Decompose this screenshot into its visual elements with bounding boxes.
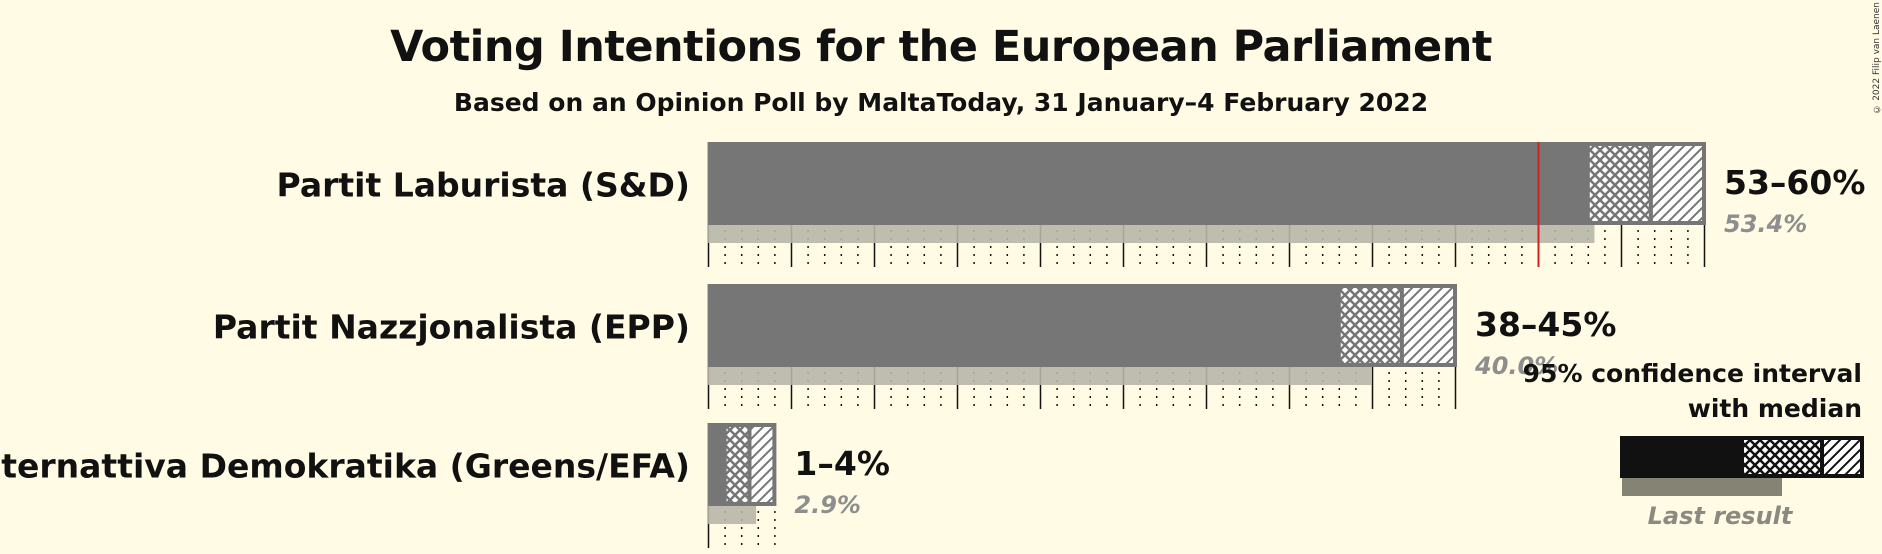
last-result-label: 2.9%	[794, 491, 861, 519]
ci-crosshatch-segment	[1585, 142, 1653, 225]
legend-hatch-swatch	[1820, 436, 1864, 478]
range-label: 1–4%	[794, 444, 890, 483]
last-result-label: 40.0%	[1474, 352, 1558, 380]
chart-title: Voting Intentions for the European Parli…	[390, 22, 1492, 72]
labels: Partit Laburista (S&D) 53–60% 53.4% Partit …	[0, 163, 1865, 519]
legend-solid-swatch	[1620, 436, 1742, 478]
category-label: Partit Laburista (S&D)	[277, 166, 690, 205]
legend-crosshatch-swatch	[1740, 436, 1824, 478]
last-result-bar	[708, 506, 757, 524]
category-label: Alternattiva Demokratika (Greens/EFA)	[0, 447, 690, 486]
last-result-label: 53.4%	[1724, 210, 1807, 238]
legend-title-line2: with median	[1688, 394, 1862, 423]
last-result-bar	[708, 225, 1595, 243]
legend: 95% confidence interval with median Last r…	[1523, 359, 1864, 530]
ci-hatch-segment	[1648, 142, 1707, 225]
ci-crosshatch-segment	[1336, 284, 1404, 367]
ci-solid-bar	[708, 284, 1339, 367]
chart-subtitle: Based on an Opinion Poll by MaltaToday, …	[453, 88, 1429, 117]
category-label: Partit Nazzjonalista (EPP)	[213, 308, 690, 347]
range-label: 38–45%	[1475, 305, 1616, 344]
legend-title: 95% confidence interval	[1523, 359, 1862, 388]
bars	[708, 142, 1707, 524]
ci-solid-bar	[708, 142, 1588, 225]
last-result-bar	[708, 367, 1372, 385]
legend-last-result-label: Last result	[1648, 502, 1794, 530]
legend-last-result-swatch	[1622, 476, 1782, 496]
ci-crosshatch-segment	[722, 423, 752, 506]
ci-hatch-segment	[747, 423, 777, 506]
ci-solid-bar	[708, 423, 725, 506]
ci-hatch-segment	[1399, 284, 1458, 367]
range-label: 53–60%	[1724, 163, 1865, 202]
